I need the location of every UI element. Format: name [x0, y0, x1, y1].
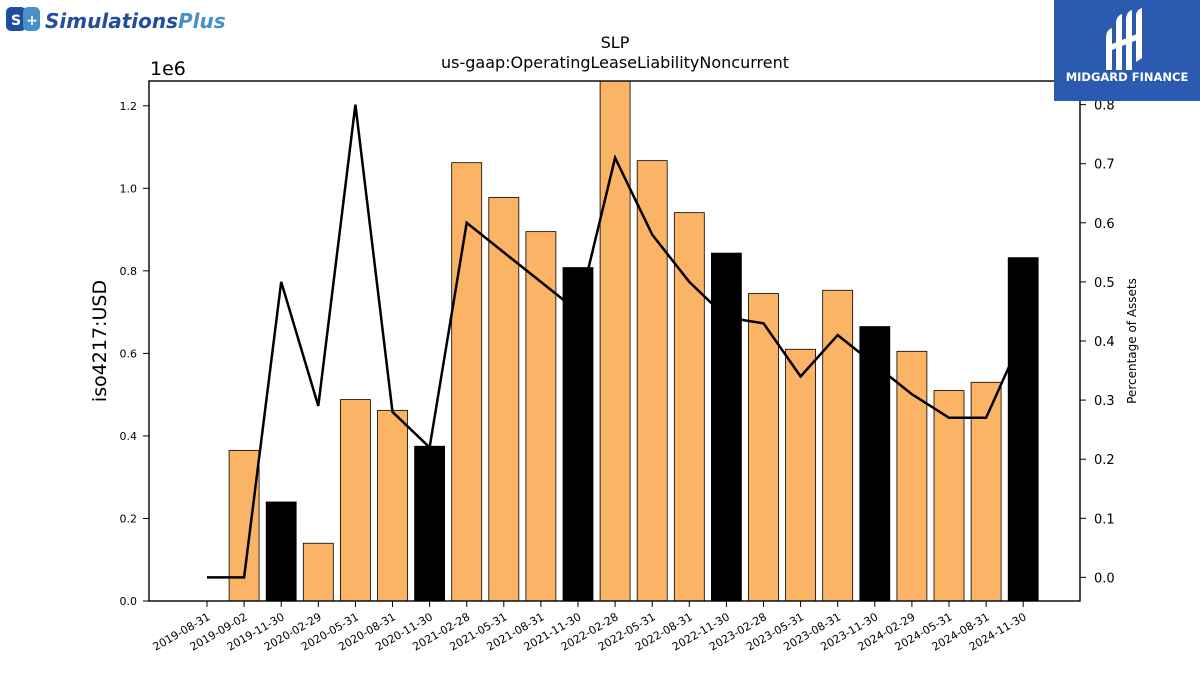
bar-2024-11-30	[1007, 257, 1039, 602]
chart-title: SLP	[601, 33, 630, 52]
bar-2023-05-31	[785, 348, 816, 602]
y-tick-label: 0.6	[120, 347, 138, 360]
bar-2019-11-30	[265, 501, 297, 602]
bar-2020-02-29	[302, 542, 334, 602]
percentage-line	[207, 104, 1025, 579]
logo-mark-letter: S	[11, 13, 21, 29]
bar-2024-05-31	[933, 390, 965, 602]
y-tick-label: 0.4	[120, 430, 138, 443]
bar-2022-05-31	[636, 160, 668, 602]
y-scale-label: 1e6	[150, 58, 186, 80]
logo-wordmark: SimulationsPlus	[45, 9, 226, 33]
y2-tick-label: 0.2	[1094, 453, 1115, 468]
y-tick-label: 1.2	[120, 100, 138, 113]
y2-axis-label: Percentage of Assets	[1125, 278, 1139, 404]
midgard-mark-icon	[1106, 8, 1142, 70]
y2-tick-label: 0.5	[1094, 276, 1115, 291]
bar-2021-08-31	[525, 231, 557, 602]
y2-tick-label: 0.0	[1094, 571, 1115, 586]
y-axis-right: 0.0 0.1 0.2 0.3 0.4 0.5 0.6 0.7 0.8	[1080, 99, 1115, 586]
bar-2022-11-30	[711, 252, 742, 602]
bar-2020-11-30	[414, 445, 446, 602]
y2-tick-label: 0.1	[1094, 512, 1115, 527]
y2-tick-label: 0.3	[1094, 394, 1115, 409]
midgard-finance-logo: MIDGARD FINANCE	[1054, 0, 1200, 101]
simulations-plus-logo: S + SimulationsPlus	[6, 6, 246, 36]
y-tick-label: 1.0	[120, 182, 138, 195]
logo-word-simulations: Simulations	[45, 9, 178, 33]
chart-subtitle: us-gaap:OperatingLeaseLiabilityNoncurren…	[441, 53, 789, 72]
y-axis-label: iso4217:USD	[89, 280, 111, 402]
y-axis-left: 0.0 0.2 0.4 0.6 0.8 1.0 1.2	[120, 100, 149, 608]
bar-2023-11-30	[859, 326, 891, 602]
y2-tick-label: 0.7	[1094, 158, 1115, 173]
bar-2024-02-29	[896, 350, 928, 602]
bar-2020-05-31	[339, 399, 371, 602]
bar-2023-02-28	[748, 293, 779, 602]
y-tick-label: 0.8	[120, 265, 138, 278]
bar-2021-11-30	[562, 267, 594, 602]
logo-mark-plus: +	[26, 13, 38, 29]
logo-mark-right	[23, 7, 40, 31]
bar-2021-02-28	[451, 162, 483, 602]
y2-tick-label: 0.8	[1094, 99, 1115, 114]
y2-tick-label: 0.6	[1094, 217, 1115, 232]
bar-2022-08-31	[673, 212, 705, 602]
logo-word-plus: Plus	[178, 9, 226, 33]
logo-mark-left	[6, 7, 26, 31]
y-tick-label: 0.0	[120, 595, 138, 608]
y2-tick-label: 0.4	[1094, 335, 1115, 350]
bar-2021-05-31	[488, 196, 520, 602]
x-axis: 2019-08-312019-09-022019-11-302020-02-29…	[151, 601, 1029, 654]
y-tick-label: 0.2	[120, 512, 138, 525]
bar-2020-08-31	[377, 409, 408, 602]
midgard-wordmark: MIDGARD FINANCE	[1066, 70, 1189, 84]
bars-layer	[228, 80, 1039, 602]
